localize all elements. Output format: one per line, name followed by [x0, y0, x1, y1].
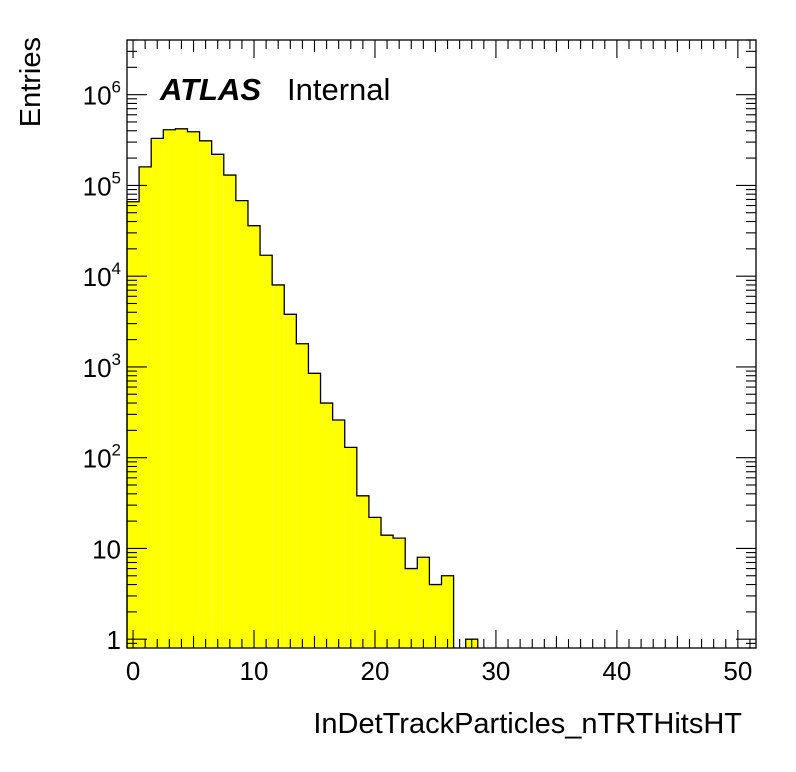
histogram-bar	[211, 154, 224, 649]
x-tick-label: 0	[126, 656, 140, 686]
axis-ticks	[127, 39, 756, 649]
histogram-bar	[139, 166, 152, 648]
histogram-bar	[417, 557, 430, 648]
x-tick-label: 30	[481, 656, 510, 686]
histogram-bars	[126, 128, 479, 649]
histogram-bar	[344, 447, 357, 648]
histogram-bar	[163, 129, 176, 648]
histogram-bar	[260, 255, 273, 649]
histogram-bar	[393, 538, 406, 648]
x-tick-label: 50	[723, 656, 752, 686]
histogram-bar	[332, 420, 345, 648]
y-tick-label: 10	[92, 534, 121, 564]
histogram-bar	[429, 584, 442, 648]
histogram-bar	[199, 140, 212, 648]
y-tick-labels: 1 10 102 103 104 105 106	[83, 78, 121, 656]
histogram-bar	[247, 225, 261, 648]
histogram-bar	[175, 128, 188, 648]
histogram-bar	[223, 175, 236, 648]
histogram-bar	[308, 373, 321, 648]
atlas-status-label: Internal	[287, 72, 390, 107]
histogram-bar	[127, 201, 140, 648]
x-tick-label: 40	[602, 656, 631, 686]
histogram-bar	[356, 495, 369, 648]
y-tick-label: 105	[83, 168, 121, 201]
histogram-bar	[235, 200, 248, 648]
y-tick-label: 102	[83, 441, 121, 474]
x-axis-title: InDetTrackParticles_nTRTHitsHT	[313, 708, 742, 740]
atlas-brand-label: ATLAS	[159, 72, 261, 107]
y-tick-label: 106	[83, 78, 121, 111]
y-tick-label: 104	[83, 259, 121, 292]
x-tick-labels: 0 10 20 30 40 50	[126, 656, 753, 686]
histogram-bar	[187, 131, 200, 648]
x-tick-label: 20	[361, 656, 390, 686]
histogram-bar	[272, 284, 285, 648]
y-tick-label: 1	[107, 625, 121, 655]
histogram-bar	[381, 535, 394, 648]
histogram-bar	[296, 343, 309, 648]
histogram-bar	[284, 314, 297, 648]
y-axis-title: Entries	[15, 37, 47, 127]
y-tick-label: 103	[83, 350, 121, 383]
plot-frame	[126, 39, 757, 649]
histogram-bar	[151, 138, 164, 648]
histogram-bar	[441, 575, 454, 648]
histogram-bar	[320, 403, 333, 648]
histogram-bar	[405, 568, 418, 648]
histogram-bar	[368, 517, 382, 648]
x-tick-label: 10	[240, 656, 269, 686]
